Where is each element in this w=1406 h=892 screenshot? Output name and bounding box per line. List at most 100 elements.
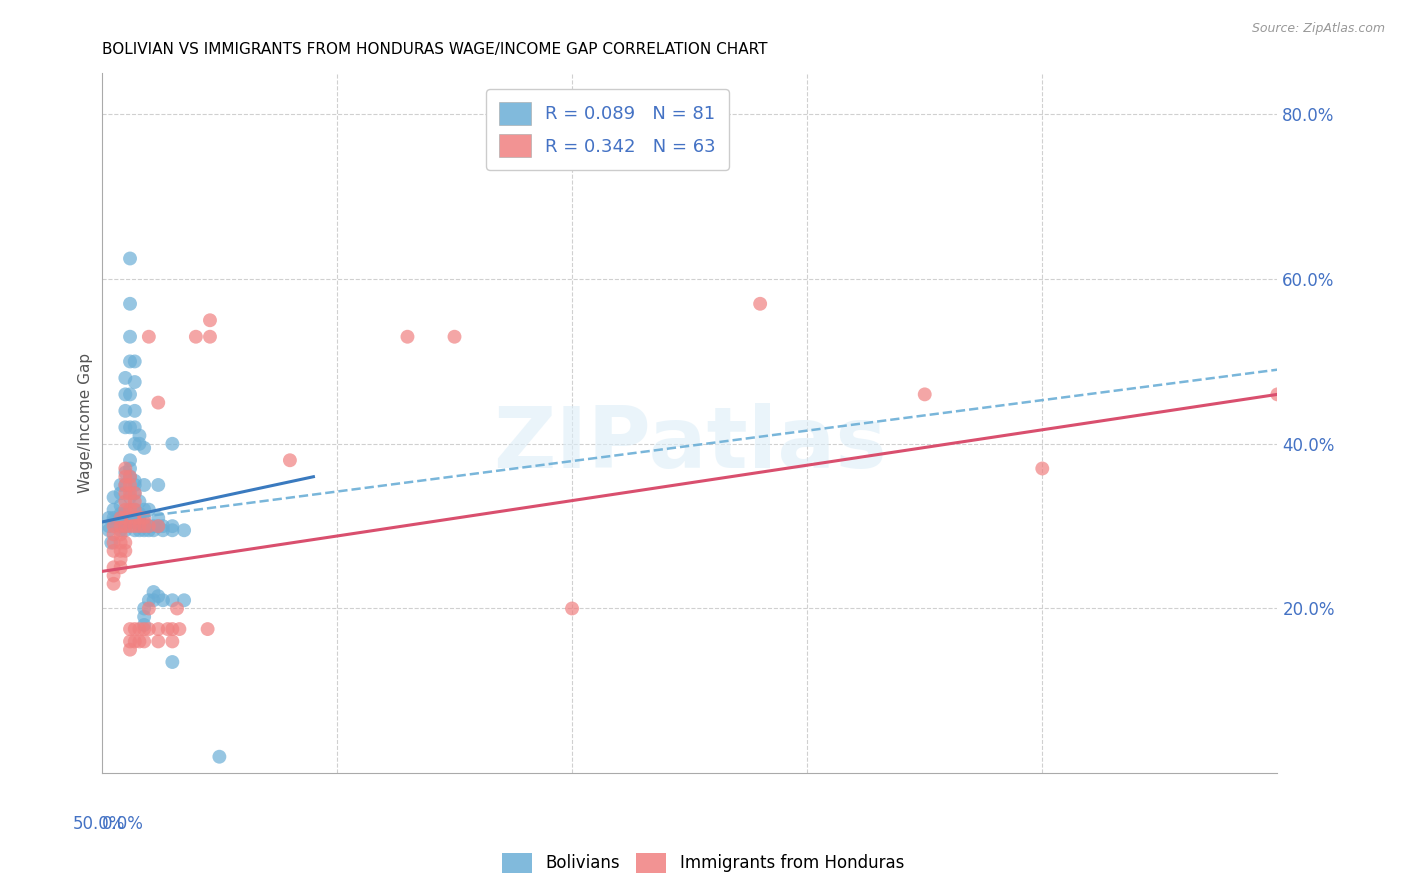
Point	[97, 519, 120, 533]
Point	[124, 478, 146, 492]
Point	[128, 428, 150, 442]
Point	[124, 404, 146, 418]
Point	[162, 593, 184, 607]
Point	[118, 329, 141, 343]
Point	[103, 511, 125, 525]
Point	[118, 502, 141, 516]
Point	[114, 387, 136, 401]
Point	[114, 535, 136, 549]
Point	[561, 601, 583, 615]
Point	[103, 560, 125, 574]
Point	[114, 494, 136, 508]
Point	[124, 634, 146, 648]
Point	[173, 523, 195, 537]
Point	[128, 494, 150, 508]
Point	[152, 519, 174, 533]
Point	[110, 527, 132, 541]
Point	[110, 499, 132, 513]
Point	[114, 515, 136, 529]
Point	[124, 486, 146, 500]
Point	[97, 523, 120, 537]
Y-axis label: Wage/Income Gap: Wage/Income Gap	[79, 353, 93, 493]
Point	[138, 519, 160, 533]
Point	[114, 511, 136, 525]
Point	[118, 469, 141, 483]
Point	[118, 486, 141, 500]
Point	[148, 478, 170, 492]
Point	[166, 601, 188, 615]
Point	[138, 502, 160, 516]
Point	[134, 515, 156, 529]
Point	[162, 519, 184, 533]
Point	[124, 420, 146, 434]
Point	[156, 622, 179, 636]
Point	[114, 371, 136, 385]
Point	[152, 593, 174, 607]
Point	[97, 511, 120, 525]
Point	[118, 354, 141, 368]
Legend: Bolivians, Immigrants from Honduras: Bolivians, Immigrants from Honduras	[495, 847, 911, 880]
Point	[110, 511, 132, 525]
Point	[134, 441, 156, 455]
Point	[142, 593, 165, 607]
Point	[114, 469, 136, 483]
Point	[152, 523, 174, 537]
Point	[138, 523, 160, 537]
Point	[396, 329, 419, 343]
Point	[278, 453, 301, 467]
Point	[138, 622, 160, 636]
Point	[148, 395, 170, 409]
Point	[162, 437, 184, 451]
Point	[118, 491, 141, 505]
Point	[128, 519, 150, 533]
Point	[118, 297, 141, 311]
Point	[128, 511, 150, 525]
Point	[134, 622, 156, 636]
Point	[128, 507, 150, 521]
Point	[124, 502, 146, 516]
Point	[134, 523, 156, 537]
Point	[142, 519, 165, 533]
Point	[124, 354, 146, 368]
Point	[138, 601, 160, 615]
Point	[134, 601, 156, 615]
Point	[114, 519, 136, 533]
Point	[142, 523, 165, 537]
Point	[148, 634, 170, 648]
Point	[118, 622, 141, 636]
Point	[134, 478, 156, 492]
Point	[103, 515, 125, 529]
Point	[110, 486, 132, 500]
Point	[124, 474, 146, 488]
Point	[169, 622, 191, 636]
Point	[124, 494, 146, 508]
Point	[128, 519, 150, 533]
Point	[114, 478, 136, 492]
Text: ZIPatlas: ZIPatlas	[492, 402, 887, 486]
Point	[124, 622, 146, 636]
Point	[128, 511, 150, 525]
Point	[110, 519, 132, 533]
Point	[173, 593, 195, 607]
Point	[103, 491, 125, 505]
Point	[148, 589, 170, 603]
Point	[124, 437, 146, 451]
Point	[184, 329, 207, 343]
Point	[134, 519, 156, 533]
Point	[148, 519, 170, 533]
Point	[118, 420, 141, 434]
Point	[148, 519, 170, 533]
Point	[162, 622, 184, 636]
Text: Source: ZipAtlas.com: Source: ZipAtlas.com	[1251, 22, 1385, 36]
Point	[114, 544, 136, 558]
Point	[118, 387, 141, 401]
Point	[128, 634, 150, 648]
Point	[110, 511, 132, 525]
Point	[110, 478, 132, 492]
Point	[124, 523, 146, 537]
Point	[100, 535, 122, 549]
Point	[103, 502, 125, 516]
Point	[114, 486, 136, 500]
Point	[124, 519, 146, 533]
Point	[114, 404, 136, 418]
